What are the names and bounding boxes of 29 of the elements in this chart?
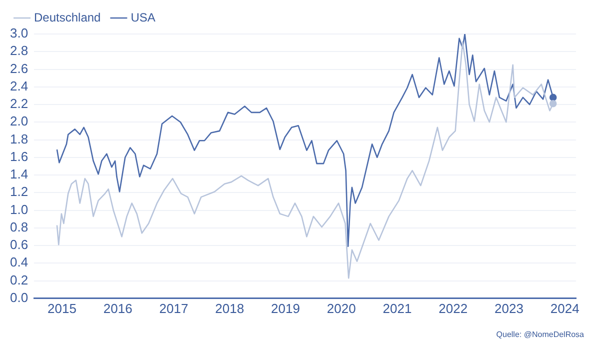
x-tick-label: 2019 [271,300,300,316]
x-tick-label: 2022 [438,300,468,316]
y-tick-label: 2.8 [10,43,28,58]
y-tick-label: 2.6 [10,60,28,76]
x-tick-label: 2018 [215,300,244,316]
y-tick-label: 0.2 [10,272,28,288]
y-tick-label: 1.2 [10,184,28,200]
y-tick-label: 1.8 [10,131,28,146]
x-tick-label: 2017 [159,300,188,316]
y-tick-label: 2.0 [10,114,28,129]
x-tick-label: 2016 [103,300,132,316]
x-tick-label: 2023 [494,300,524,316]
y-tick-label: 1.0 [10,202,28,217]
legend-label: USA [130,10,156,24]
x-tick-label: 2024 [550,300,580,316]
y-tick-label: 2.2 [10,96,28,112]
legend-label: Deutschland [34,10,101,24]
y-tick-label: 1.6 [10,148,28,164]
y-tick-label: 3.0 [10,26,28,41]
x-tick-label: 2015 [48,300,76,316]
y-tick-label: 2.4 [10,78,28,94]
x-tick-label: 2020 [326,300,356,316]
y-tick-label: 0.6 [10,237,28,252]
source-note: Quelle: @NomeDelRosa [496,330,584,339]
y-tick-label: 0.8 [10,219,28,234]
x-tick-label: 2021 [382,300,412,316]
y-tick-label: 1.4 [10,166,28,182]
y-tick-label: 0.4 [10,254,28,270]
y-tick-label: 0.0 [10,290,28,305]
